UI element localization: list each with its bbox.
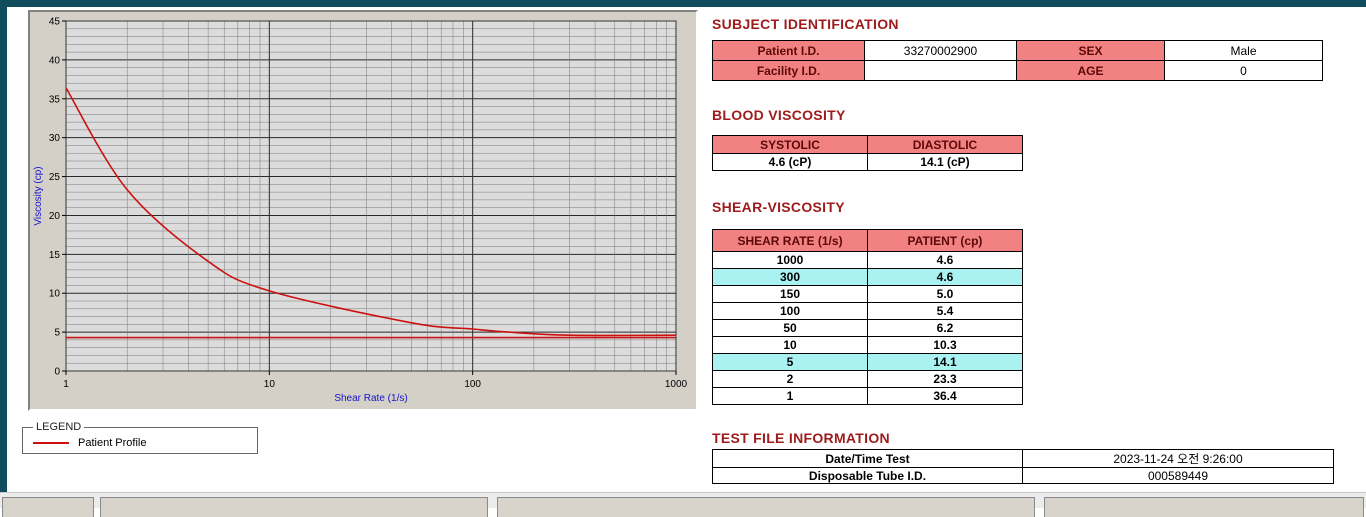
shear-viscosity-row: 1 36.4 bbox=[712, 387, 1023, 405]
table-row: Facility I.D. AGE 0 bbox=[712, 60, 1323, 81]
legend-line-sample bbox=[33, 442, 69, 444]
svg-text:Shear Rate (1/s): Shear Rate (1/s) bbox=[334, 393, 407, 404]
shear-viscosity-row: 300 4.6 bbox=[712, 268, 1023, 286]
facility-id-label: Facility I.D. bbox=[712, 60, 865, 81]
table-row: 4.6 (cP) 14.1 (cP) bbox=[712, 153, 1023, 171]
subject-identification-table: Patient I.D. 33270002900 SEX Male Facili… bbox=[712, 40, 1323, 81]
shear-viscosity-chart: 0 5 10 15 20 25 30 35 40 45 1 10 100 1000 Viscosity (c… bbox=[33, 17, 688, 405]
svg-text:20: 20 bbox=[49, 211, 61, 222]
shear-viscosity-row: 10 10.3 bbox=[712, 336, 1023, 354]
table-row: Disposable Tube I.D. 000589449 bbox=[712, 467, 1334, 484]
sex-label: SEX bbox=[1016, 40, 1165, 61]
table-header-row: SHEAR RATE (1/s) PATIENT (cp) bbox=[712, 229, 1023, 252]
bottom-button-4[interactable] bbox=[1044, 497, 1364, 517]
shear-rate-cell: 300 bbox=[712, 268, 868, 286]
window-left-edge bbox=[0, 0, 7, 492]
bottom-button-3[interactable] bbox=[497, 497, 1035, 517]
shear-rate-cell: 1000 bbox=[712, 251, 868, 269]
shear-rate-cell: 1 bbox=[712, 387, 868, 405]
patient-viscosity-cell: 5.4 bbox=[867, 302, 1023, 320]
shear-viscosity-row: 100 5.4 bbox=[712, 302, 1023, 320]
svg-text:15: 15 bbox=[49, 250, 61, 261]
patient-viscosity-cell: 6.2 bbox=[867, 319, 1023, 337]
blood-viscosity-table: SYSTOLIC DIASTOLIC 4.6 (cP) 14.1 (cP) bbox=[712, 135, 1023, 171]
test-file-information-table: Date/Time Test 2023-11-24 오전 9:26:00 Dis… bbox=[712, 449, 1334, 484]
window-top-edge bbox=[0, 0, 1366, 7]
patient-viscosity-cell: 4.6 bbox=[867, 251, 1023, 269]
diastolic-header: DIASTOLIC bbox=[867, 135, 1023, 154]
datetime-test-value: 2023-11-24 오전 9:26:00 bbox=[1022, 449, 1334, 468]
svg-text:10: 10 bbox=[49, 289, 61, 300]
svg-text:1000: 1000 bbox=[665, 379, 688, 390]
patient-viscosity-cell: 36.4 bbox=[867, 387, 1023, 405]
table-row: Patient I.D. 33270002900 SEX Male bbox=[712, 40, 1323, 61]
shear-viscosity-table: SHEAR RATE (1/s) PATIENT (cp) 1000 4.6 300… bbox=[712, 229, 1023, 405]
age-label: AGE bbox=[1016, 60, 1165, 81]
age-value: 0 bbox=[1164, 60, 1323, 81]
table-row: SYSTOLIC DIASTOLIC bbox=[712, 135, 1023, 154]
shear-viscosity-row: 5 14.1 bbox=[712, 353, 1023, 371]
svg-text:100: 100 bbox=[464, 379, 481, 390]
patient-viscosity-cell: 23.3 bbox=[867, 370, 1023, 388]
legend-box: LEGEND Patient Profile bbox=[22, 421, 258, 454]
facility-id-value bbox=[864, 60, 1017, 81]
patient-id-value: 33270002900 bbox=[864, 40, 1017, 61]
disposable-tube-id-label: Disposable Tube I.D. bbox=[712, 467, 1023, 484]
blood-viscosity-title: BLOOD VISCOSITY bbox=[712, 107, 846, 123]
bottom-button-2[interactable] bbox=[100, 497, 488, 517]
svg-text:5: 5 bbox=[54, 328, 60, 339]
shear-viscosity-row: 1000 4.6 bbox=[712, 251, 1023, 269]
svg-text:1: 1 bbox=[63, 379, 69, 390]
diastolic-value: 14.1 (cP) bbox=[867, 153, 1023, 171]
patient-viscosity-cell: 14.1 bbox=[867, 353, 1023, 371]
patient-viscosity-cell: 4.6 bbox=[867, 268, 1023, 286]
svg-text:25: 25 bbox=[49, 172, 61, 183]
shear-rate-cell: 150 bbox=[712, 285, 868, 303]
svg-text:40: 40 bbox=[49, 55, 61, 66]
test-file-information-title: TEST FILE INFORMATION bbox=[712, 430, 890, 446]
svg-text:0: 0 bbox=[54, 367, 60, 378]
shear-rate-cell: 50 bbox=[712, 319, 868, 337]
svg-text:45: 45 bbox=[49, 17, 61, 28]
patient-column-header: PATIENT (cp) bbox=[867, 229, 1023, 252]
systolic-header: SYSTOLIC bbox=[712, 135, 868, 154]
legend-title: LEGEND bbox=[36, 421, 82, 433]
shear-rate-cell: 10 bbox=[712, 336, 868, 354]
patient-viscosity-cell: 10.3 bbox=[867, 336, 1023, 354]
shear-rate-column-header: SHEAR RATE (1/s) bbox=[712, 229, 868, 252]
subject-identification-title: SUBJECT IDENTIFICATION bbox=[712, 16, 899, 32]
sex-value: Male bbox=[1164, 40, 1323, 61]
disposable-tube-id-value: 000589449 bbox=[1022, 467, 1334, 484]
bottom-button-1[interactable] bbox=[2, 497, 94, 517]
viscosity-chart-panel: 0 5 10 15 20 25 30 35 40 45 1 10 100 1000 Viscosity (c… bbox=[28, 10, 698, 411]
systolic-value: 4.6 (cP) bbox=[712, 153, 868, 171]
shear-viscosity-title: SHEAR-VISCOSITY bbox=[712, 199, 845, 215]
shear-rate-cell: 100 bbox=[712, 302, 868, 320]
legend-entry-label: Patient Profile bbox=[78, 437, 147, 449]
svg-text:10: 10 bbox=[264, 379, 276, 390]
svg-text:30: 30 bbox=[49, 133, 61, 144]
patient-viscosity-cell: 5.0 bbox=[867, 285, 1023, 303]
svg-text:Viscosity (cp): Viscosity (cp) bbox=[33, 166, 44, 225]
table-row: Date/Time Test 2023-11-24 오전 9:26:00 bbox=[712, 449, 1334, 468]
shear-viscosity-row: 150 5.0 bbox=[712, 285, 1023, 303]
bottom-toolbar bbox=[0, 492, 1366, 517]
shear-viscosity-row: 2 23.3 bbox=[712, 370, 1023, 388]
shear-rate-cell: 2 bbox=[712, 370, 868, 388]
svg-text:35: 35 bbox=[49, 94, 61, 105]
shear-viscosity-row: 50 6.2 bbox=[712, 319, 1023, 337]
datetime-test-label: Date/Time Test bbox=[712, 449, 1023, 468]
shear-rate-cell: 5 bbox=[712, 353, 868, 371]
patient-id-label: Patient I.D. bbox=[712, 40, 865, 61]
